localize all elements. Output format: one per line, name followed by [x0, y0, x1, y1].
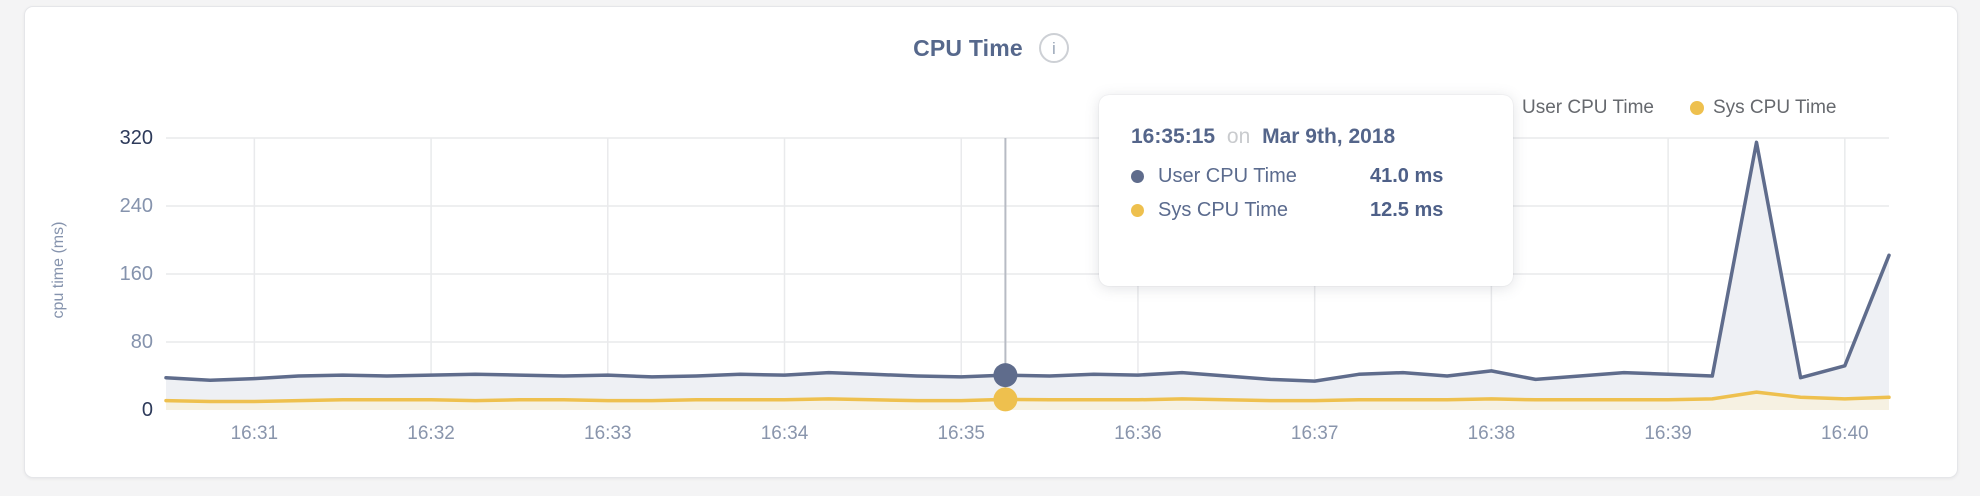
- tooltip-value-user: 41.0 ms: [1370, 165, 1444, 187]
- tooltip-label-sys: Sys CPU Time: [1158, 199, 1289, 221]
- legend-dot-sys: [1689, 101, 1704, 115]
- legend-label-user: User CPU Time: [1522, 97, 1654, 118]
- cpu-time-chart-card: CPU Time i User CPU Time Sys CPU Time cp…: [24, 6, 1958, 478]
- hover-marker-sys: [993, 387, 1018, 412]
- tooltip-row-user: User CPU Time 41.0 ms: [1131, 165, 1483, 188]
- hover-marker-user: [993, 363, 1018, 388]
- area-user-cpu-time: [166, 142, 1889, 411]
- info-icon[interactable]: i: [1038, 33, 1069, 63]
- x-tick-label: 16:31: [230, 423, 279, 444]
- x-tick-label: 16:40: [1821, 423, 1869, 444]
- x-tick-label: 16:32: [407, 423, 455, 444]
- y-tick-label: 80: [130, 331, 153, 353]
- chart-plot-area[interactable]: [25, 7, 1959, 479]
- chart-legend: User CPU Time Sys CPU Time: [1499, 97, 1837, 119]
- x-tick-label: 16:39: [1644, 423, 1692, 444]
- tooltip-value-sys: 12.5 ms: [1370, 199, 1444, 221]
- tooltip-dot-user: [1131, 170, 1144, 183]
- chart-header: CPU Time i: [25, 33, 1957, 63]
- tooltip-date: Mar 9th, 2018: [1262, 125, 1396, 148]
- tooltip-label-user: User CPU Time: [1158, 165, 1297, 187]
- y-tick-label: 240: [119, 195, 153, 217]
- tooltip-time: 16:35:15: [1131, 125, 1216, 148]
- x-tick-label: 16:34: [760, 423, 809, 444]
- x-tick-label: 16:37: [1290, 423, 1339, 444]
- tooltip-row-sys: Sys CPU Time 12.5 ms: [1131, 199, 1483, 222]
- tooltip-header: 16:35:15 on Mar 9th, 2018: [1131, 125, 1483, 149]
- legend-item-sys-cpu-time[interactable]: Sys CPU Time: [1689, 97, 1837, 119]
- legend-label-sys: Sys CPU Time: [1712, 97, 1837, 118]
- line-user-cpu-time: [164, 140, 1891, 383]
- x-tick-label: 16:33: [584, 423, 632, 444]
- x-tick-label: 16:38: [1467, 423, 1516, 444]
- legend-item-user-cpu-time[interactable]: User CPU Time: [1499, 97, 1654, 119]
- tooltip-dot-sys: [1131, 204, 1144, 217]
- chart-tooltip: 16:35:15 on Mar 9th, 2018 User CPU Time …: [1099, 95, 1513, 286]
- x-tick-label: 16:36: [1114, 423, 1162, 444]
- x-tick-label: 16:35: [937, 423, 985, 444]
- chart-title: CPU Time: [913, 34, 1023, 61]
- y-tick-label: 320: [119, 127, 153, 149]
- y-tick-label: 160: [119, 263, 153, 285]
- line-sys-cpu-time: [164, 390, 1891, 404]
- y-tick-label: 0: [141, 399, 153, 421]
- tooltip-separator: on: [1226, 125, 1251, 148]
